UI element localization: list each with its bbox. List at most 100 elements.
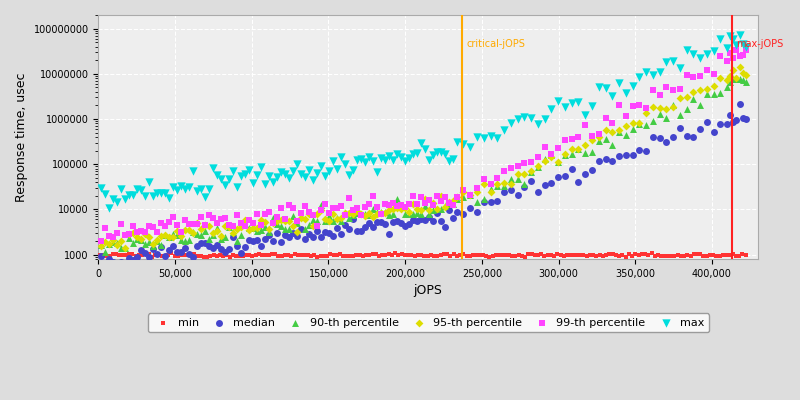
95-th percentile xyxy=(687,89,700,96)
median xyxy=(119,266,132,272)
max xyxy=(395,154,408,161)
min xyxy=(360,251,373,258)
max xyxy=(391,151,404,157)
median xyxy=(227,234,240,240)
95-th percentile xyxy=(375,210,388,216)
min xyxy=(321,253,334,260)
median xyxy=(435,218,448,224)
99-th percentile xyxy=(279,216,292,222)
max xyxy=(427,152,440,158)
min xyxy=(642,251,654,258)
max xyxy=(586,102,598,109)
90-th percentile xyxy=(660,115,673,121)
95-th percentile xyxy=(730,74,743,81)
max xyxy=(299,174,312,180)
max xyxy=(175,183,188,189)
min xyxy=(337,252,350,259)
min xyxy=(564,252,577,259)
min xyxy=(266,251,278,258)
95-th percentile xyxy=(531,163,544,169)
median xyxy=(525,178,538,184)
min xyxy=(181,252,194,258)
max xyxy=(303,167,316,173)
90-th percentile xyxy=(231,238,244,244)
90-th percentile xyxy=(263,229,276,236)
max xyxy=(451,138,464,145)
99-th percentile xyxy=(391,202,404,209)
99-th percentile xyxy=(531,154,544,160)
99-th percentile xyxy=(464,192,477,198)
min xyxy=(518,253,531,260)
min xyxy=(174,252,187,258)
min xyxy=(405,252,418,258)
min xyxy=(616,252,629,258)
99-th percentile xyxy=(660,84,673,90)
median xyxy=(327,232,340,239)
95-th percentile xyxy=(379,210,392,216)
95-th percentile xyxy=(439,204,452,210)
min xyxy=(428,253,441,259)
95-th percentile xyxy=(504,180,517,187)
90-th percentile xyxy=(579,150,592,156)
max xyxy=(566,100,578,106)
90-th percentile xyxy=(491,182,504,189)
95-th percentile xyxy=(518,170,530,177)
min xyxy=(314,252,327,259)
95-th percentile xyxy=(131,233,144,240)
min xyxy=(411,252,424,258)
min xyxy=(305,253,318,259)
90-th percentile xyxy=(415,211,428,217)
90-th percentile xyxy=(191,231,204,237)
max xyxy=(721,44,734,51)
min xyxy=(379,252,392,258)
min xyxy=(259,252,272,258)
max xyxy=(701,50,714,57)
99-th percentile xyxy=(247,219,260,226)
max xyxy=(143,178,156,185)
max xyxy=(267,179,280,186)
median xyxy=(431,209,444,216)
max xyxy=(211,172,224,178)
max xyxy=(654,69,666,76)
median xyxy=(443,207,456,213)
90-th percentile xyxy=(295,213,308,219)
median xyxy=(143,254,156,260)
max xyxy=(443,158,456,164)
max xyxy=(640,69,653,75)
min xyxy=(353,252,366,258)
95-th percentile xyxy=(599,127,612,134)
median xyxy=(195,240,208,247)
min xyxy=(645,250,658,257)
99-th percentile xyxy=(566,136,578,142)
min xyxy=(97,252,110,258)
max xyxy=(275,169,288,175)
median xyxy=(359,224,372,230)
max xyxy=(504,119,517,126)
99-th percentile xyxy=(95,238,108,245)
99-th percentile xyxy=(415,194,428,200)
min xyxy=(330,252,343,258)
90-th percentile xyxy=(99,248,112,255)
min xyxy=(382,251,395,258)
90-th percentile xyxy=(355,211,368,217)
99-th percentile xyxy=(311,222,324,229)
median xyxy=(613,153,626,160)
max xyxy=(626,83,639,90)
min xyxy=(139,251,152,257)
median xyxy=(395,219,408,226)
90-th percentile xyxy=(654,111,666,118)
95-th percentile xyxy=(219,223,232,230)
99-th percentile xyxy=(545,151,558,157)
min xyxy=(171,252,184,259)
median xyxy=(654,135,666,142)
max xyxy=(531,120,544,127)
95-th percentile xyxy=(203,222,216,229)
max xyxy=(219,182,232,189)
median xyxy=(303,231,316,238)
min xyxy=(110,251,122,257)
min xyxy=(454,252,466,258)
90-th percentile xyxy=(383,212,396,218)
99-th percentile xyxy=(123,231,136,238)
min xyxy=(376,251,389,258)
min xyxy=(236,253,249,259)
